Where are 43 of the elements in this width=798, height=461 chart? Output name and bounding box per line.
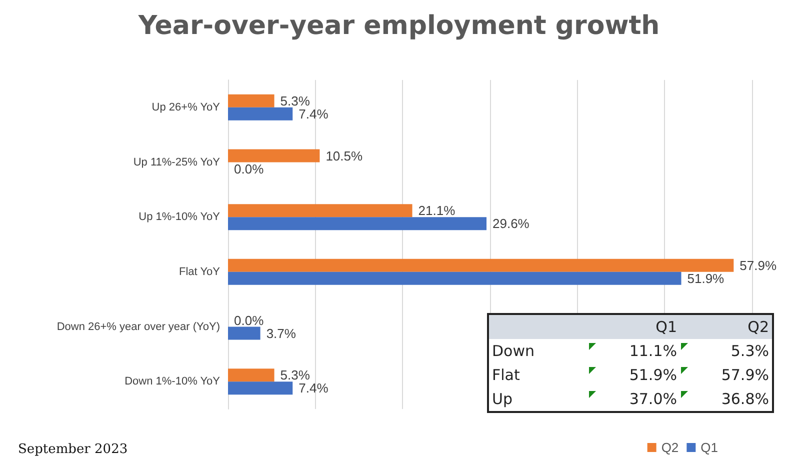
y-tick-label: Down 26+% year over year (YoY) <box>56 320 220 333</box>
bar <box>228 272 682 285</box>
data-label: 5.3% <box>280 93 310 108</box>
data-label: 51.9% <box>687 270 725 286</box>
chart-title: Year-over-year employment growth <box>137 11 660 41</box>
y-tick-label: Up 1%-10% YoY <box>138 211 221 224</box>
data-label: 10.5% <box>326 148 363 164</box>
bar <box>228 258 734 272</box>
bar <box>228 382 293 395</box>
text: 37.0% <box>629 390 677 408</box>
category-label: Flat <box>492 366 520 384</box>
text: 5.3% <box>730 342 769 360</box>
y-tick-label: Down 1%-10% YoY <box>124 376 221 388</box>
data-label: 0.0% <box>234 161 264 176</box>
text: 36.8% <box>721 390 769 408</box>
bar <box>228 149 320 162</box>
text: 11.1% <box>629 342 677 360</box>
data-label: 29.6% <box>492 216 530 232</box>
legend-label: Q2 <box>661 440 679 455</box>
y-tick-label: Flat YoY <box>179 266 221 278</box>
data-label: 3.7% <box>266 326 296 341</box>
bar <box>228 107 293 120</box>
category-label: Q1 <box>654 318 678 336</box>
category-label: Down <box>492 342 535 360</box>
bar <box>228 368 274 382</box>
bar <box>228 326 260 340</box>
data-label: 7.4% <box>298 106 329 122</box>
bar <box>228 94 274 108</box>
category-label: Q2 <box>746 318 770 336</box>
bar <box>228 217 487 230</box>
bar <box>228 204 412 218</box>
data-label: 0.0% <box>234 312 264 328</box>
text: September 2023 <box>18 442 128 457</box>
data-label: 5.3% <box>280 368 310 383</box>
text: 51.9% <box>629 366 677 384</box>
data-label: 7.4% <box>298 380 329 396</box>
data-label: 57.9% <box>740 258 777 273</box>
data-label: 21.1% <box>418 203 456 218</box>
text: 57.9% <box>721 366 769 384</box>
y-tick-label: Up 26+% YoY <box>152 101 221 114</box>
category-label: Up <box>492 390 513 408</box>
legend-label: Q1 <box>700 440 718 455</box>
y-tick-label: Up 11%-25% YoY <box>133 156 221 168</box>
